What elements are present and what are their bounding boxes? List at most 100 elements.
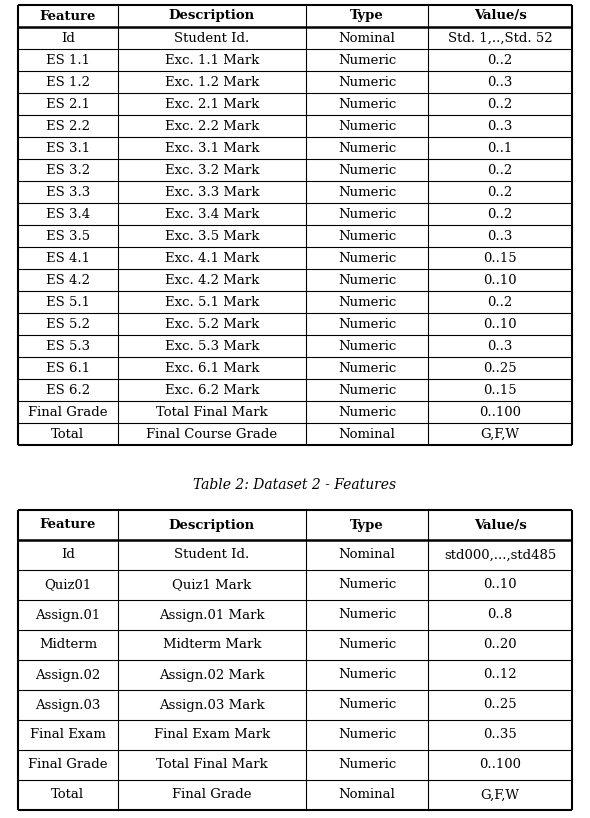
Text: Numeric: Numeric [338, 339, 396, 353]
Text: Exc. 5.1 Mark: Exc. 5.1 Mark [165, 295, 259, 308]
Text: 0..35: 0..35 [483, 729, 517, 741]
Text: Assign.01: Assign.01 [35, 609, 100, 622]
Text: 0..15: 0..15 [483, 384, 517, 397]
Text: std000,...,std485: std000,...,std485 [444, 549, 556, 561]
Text: Value/s: Value/s [474, 10, 526, 23]
Text: Feature: Feature [40, 10, 96, 23]
Text: Numeric: Numeric [338, 119, 396, 133]
Text: Exc. 6.1 Mark: Exc. 6.1 Mark [165, 362, 259, 375]
Text: Numeric: Numeric [338, 578, 396, 591]
Text: ES 4.1: ES 4.1 [46, 251, 90, 264]
Text: Numeric: Numeric [338, 186, 396, 199]
Text: Assign.03: Assign.03 [35, 699, 100, 712]
Text: 0..2: 0..2 [487, 295, 513, 308]
Text: G,F,W: G,F,W [480, 789, 519, 802]
Text: ES 1.2: ES 1.2 [46, 75, 90, 88]
Text: Description: Description [169, 519, 255, 532]
Text: Numeric: Numeric [338, 208, 396, 221]
Text: Id: Id [61, 32, 75, 44]
Text: Numeric: Numeric [338, 295, 396, 308]
Text: 0..100: 0..100 [479, 406, 521, 419]
Text: Student Id.: Student Id. [174, 549, 250, 561]
Text: 0..3: 0..3 [487, 339, 513, 353]
Text: Final Grade: Final Grade [28, 758, 107, 771]
Text: Type: Type [350, 10, 384, 23]
Text: Nominal: Nominal [339, 549, 395, 561]
Text: Value/s: Value/s [474, 519, 526, 532]
Text: 0..10: 0..10 [483, 273, 517, 286]
Text: Nominal: Nominal [339, 32, 395, 44]
Text: 0..12: 0..12 [483, 668, 517, 681]
Text: Numeric: Numeric [338, 142, 396, 155]
Text: Numeric: Numeric [338, 699, 396, 712]
Text: ES 3.3: ES 3.3 [46, 186, 90, 199]
Text: Midterm Mark: Midterm Mark [163, 639, 261, 651]
Text: Total Final Mark: Total Final Mark [156, 758, 268, 771]
Text: 0..20: 0..20 [483, 639, 517, 651]
Text: ES 3.5: ES 3.5 [46, 230, 90, 242]
Text: 0..10: 0..10 [483, 578, 517, 591]
Text: Numeric: Numeric [338, 639, 396, 651]
Text: Nominal: Nominal [339, 789, 395, 802]
Text: 0..3: 0..3 [487, 230, 513, 242]
Text: Final Grade: Final Grade [172, 789, 252, 802]
Text: 0..25: 0..25 [483, 699, 517, 712]
Text: Numeric: Numeric [338, 609, 396, 622]
Text: Assign.02 Mark: Assign.02 Mark [159, 668, 265, 681]
Text: 0..15: 0..15 [483, 251, 517, 264]
Text: Table 2: Dataset 2 - Features: Table 2: Dataset 2 - Features [194, 478, 396, 492]
Text: Final Grade: Final Grade [28, 406, 107, 419]
Text: Exc. 2.2 Mark: Exc. 2.2 Mark [165, 119, 259, 133]
Text: Std. 1,..,Std. 52: Std. 1,..,Std. 52 [448, 32, 552, 44]
Text: Numeric: Numeric [338, 273, 396, 286]
Text: Numeric: Numeric [338, 53, 396, 66]
Text: Exc. 3.2 Mark: Exc. 3.2 Mark [165, 164, 259, 177]
Text: Total Final Mark: Total Final Mark [156, 406, 268, 419]
Text: Type: Type [350, 519, 384, 532]
Text: Midterm: Midterm [39, 639, 97, 651]
Text: Numeric: Numeric [338, 164, 396, 177]
Text: ES 2.1: ES 2.1 [46, 97, 90, 110]
Text: 0..2: 0..2 [487, 53, 513, 66]
Text: Exc. 4.1 Mark: Exc. 4.1 Mark [165, 251, 259, 264]
Text: Numeric: Numeric [338, 75, 396, 88]
Text: ES 1.1: ES 1.1 [46, 53, 90, 66]
Text: 0..1: 0..1 [487, 142, 513, 155]
Text: ES 4.2: ES 4.2 [46, 273, 90, 286]
Text: 0..2: 0..2 [487, 164, 513, 177]
Text: 0..2: 0..2 [487, 208, 513, 221]
Text: G,F,W: G,F,W [480, 428, 519, 441]
Text: Description: Description [169, 10, 255, 23]
Text: Exc. 2.1 Mark: Exc. 2.1 Mark [165, 97, 259, 110]
Text: Final Course Grade: Final Course Grade [146, 428, 277, 441]
Text: Quiz1 Mark: Quiz1 Mark [172, 578, 251, 591]
Text: Numeric: Numeric [338, 362, 396, 375]
Text: ES 6.2: ES 6.2 [46, 384, 90, 397]
Text: Student Id.: Student Id. [174, 32, 250, 44]
Text: Total: Total [51, 428, 84, 441]
Text: ES 5.3: ES 5.3 [46, 339, 90, 353]
Text: Id: Id [61, 549, 75, 561]
Text: Feature: Feature [40, 519, 96, 532]
Text: ES 2.2: ES 2.2 [46, 119, 90, 133]
Text: Numeric: Numeric [338, 230, 396, 242]
Text: ES 6.1: ES 6.1 [46, 362, 90, 375]
Text: Numeric: Numeric [338, 668, 396, 681]
Text: Assign.01 Mark: Assign.01 Mark [159, 609, 265, 622]
Text: Numeric: Numeric [338, 406, 396, 419]
Text: Numeric: Numeric [338, 97, 396, 110]
Text: Exc. 5.2 Mark: Exc. 5.2 Mark [165, 317, 259, 330]
Text: 0..3: 0..3 [487, 75, 513, 88]
Text: Assign.02: Assign.02 [35, 668, 100, 681]
Text: Final Exam: Final Exam [30, 729, 106, 741]
Text: Numeric: Numeric [338, 758, 396, 771]
Text: Numeric: Numeric [338, 384, 396, 397]
Text: Exc. 3.5 Mark: Exc. 3.5 Mark [165, 230, 259, 242]
Text: Numeric: Numeric [338, 317, 396, 330]
Text: ES 3.1: ES 3.1 [46, 142, 90, 155]
Text: 0..3: 0..3 [487, 119, 513, 133]
Text: ES 5.2: ES 5.2 [46, 317, 90, 330]
Text: 0..10: 0..10 [483, 317, 517, 330]
Text: Exc. 3.4 Mark: Exc. 3.4 Mark [165, 208, 259, 221]
Text: Numeric: Numeric [338, 729, 396, 741]
